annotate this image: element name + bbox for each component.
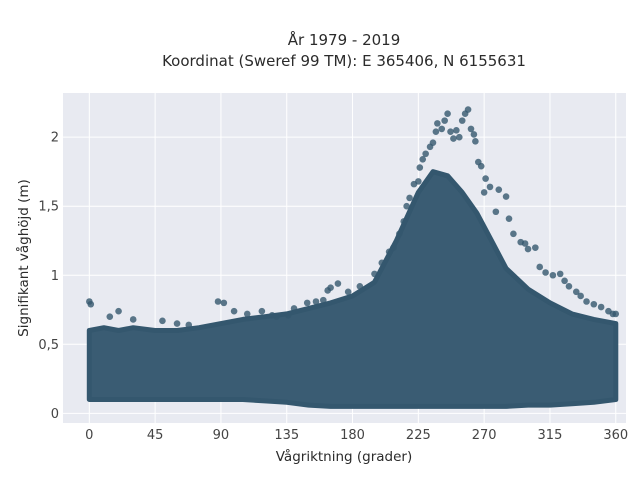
x-tick-label: 45 <box>147 428 164 443</box>
scatter-point <box>220 299 228 307</box>
scatter-point <box>612 310 620 318</box>
scatter-point <box>502 193 510 200</box>
scatter-point <box>273 313 280 320</box>
scatter-point <box>536 263 544 271</box>
scatter-point <box>230 307 238 315</box>
scatter-point <box>532 244 539 251</box>
scatter-point <box>549 271 557 279</box>
scatter-point <box>422 150 429 158</box>
x-axis-ticks: 0 45 90 135 180 225 270 315 360 <box>85 428 628 443</box>
scatter-point <box>556 270 564 278</box>
scatter-point <box>597 303 605 311</box>
scatter-point <box>453 126 460 134</box>
scatter-point <box>284 312 292 319</box>
scatter-point <box>441 117 448 124</box>
scatter-point <box>129 316 137 323</box>
y-axis-ticks: 0 0,5 1 1,5 2 <box>38 131 59 422</box>
scatter-point <box>385 248 393 256</box>
y-tick-label: 0,5 <box>38 338 59 353</box>
chart-subtitle: Koordinat (Sweref 99 TM): E 365406, N 61… <box>162 52 526 70</box>
scatter-point <box>106 313 114 320</box>
scatter-point <box>214 298 222 305</box>
scatter-point <box>356 283 364 290</box>
scatter-point <box>403 202 410 210</box>
scatter-point <box>303 299 311 307</box>
scatter-point <box>371 270 378 278</box>
scatter-point <box>258 307 266 315</box>
scatter-point <box>415 178 422 185</box>
x-tick-label: 315 <box>538 428 563 443</box>
scatter-point <box>482 175 489 182</box>
scatter-point <box>429 139 437 147</box>
y-tick-label: 0 <box>51 407 59 422</box>
scatter-point <box>396 230 403 238</box>
scatter-point <box>492 208 500 216</box>
scatter-point <box>400 218 408 225</box>
scatter-point <box>458 117 466 124</box>
x-tick-label: 0 <box>85 428 93 443</box>
scatter-point <box>432 128 440 135</box>
x-tick-label: 270 <box>472 428 497 443</box>
scatter-point <box>434 120 441 127</box>
scatter-point <box>312 298 320 305</box>
scatter-point <box>480 189 488 196</box>
scatter-point <box>185 321 193 329</box>
x-axis-label: Vågriktning (grader) <box>276 448 413 465</box>
scatter-point <box>464 106 472 113</box>
scatter-point <box>390 244 397 251</box>
x-tick-label: 225 <box>406 428 431 443</box>
scatter-point <box>327 284 334 291</box>
scatter-point <box>477 162 485 170</box>
scatter-point <box>470 131 478 138</box>
x-tick-label: 180 <box>340 428 365 443</box>
scatter-point <box>243 310 251 318</box>
scatter-point <box>406 194 413 202</box>
scatter-point <box>159 317 166 325</box>
scatter-point <box>572 288 580 296</box>
scatter-point <box>577 292 584 300</box>
scatter-point <box>495 186 503 193</box>
y-axis-label: Signifikant våghöjd (m) <box>15 179 32 337</box>
scatter-point <box>450 135 457 142</box>
scatter-point <box>416 164 424 171</box>
scatter-point <box>334 280 342 287</box>
scatter-point <box>472 138 479 145</box>
x-tick-label: 90 <box>213 428 230 443</box>
scatter-point <box>344 288 352 296</box>
scatter-point <box>455 133 463 141</box>
scatter-point <box>505 215 513 222</box>
y-tick-label: 1,5 <box>38 200 59 215</box>
scatter-point <box>565 283 573 290</box>
y-tick-label: 1 <box>51 269 59 284</box>
x-tick-label: 135 <box>274 428 299 443</box>
scatter-point <box>419 155 427 163</box>
scatter-point <box>319 296 327 304</box>
scatter-point <box>447 128 454 135</box>
scatter-point <box>173 320 181 327</box>
scatter-point <box>115 307 122 315</box>
scatter-point <box>521 240 529 247</box>
scatter-point <box>524 245 532 253</box>
y-tick-label: 2 <box>51 131 59 146</box>
scatter-point <box>87 300 95 308</box>
scatter-point <box>290 305 298 312</box>
scatter-point <box>486 183 494 191</box>
scatter-point <box>444 110 451 118</box>
scatter-point <box>590 300 598 308</box>
scatter-point <box>583 298 590 305</box>
scatter-point <box>510 230 517 238</box>
scatter-point <box>561 277 568 285</box>
chart-title: År 1979 - 2019 <box>288 30 401 49</box>
scatter-point <box>467 125 475 133</box>
x-tick-label: 360 <box>603 428 628 443</box>
scatter-point <box>378 259 386 267</box>
scatter-points <box>86 106 620 329</box>
scatter-point <box>542 269 549 276</box>
scatter-point <box>438 125 446 133</box>
